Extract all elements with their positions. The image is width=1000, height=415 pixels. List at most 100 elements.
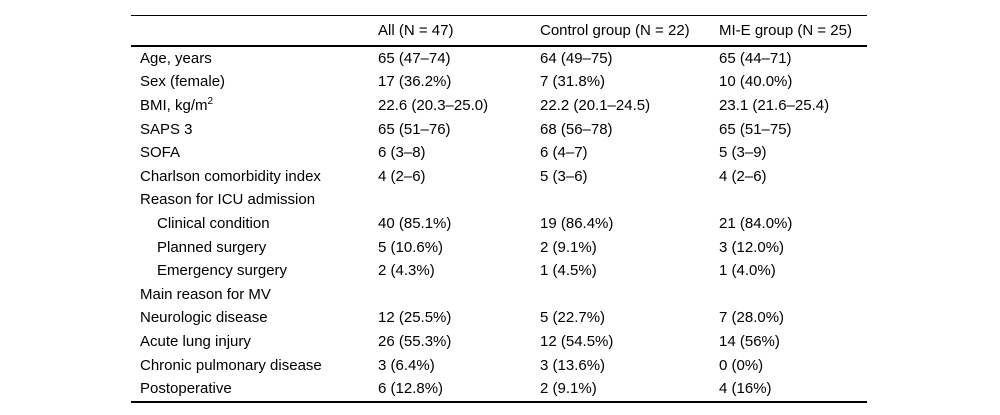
cell-control: 7 (31.8%): [540, 73, 606, 91]
table-body: Age, years 65 (47–74) 64 (49–75) 65 (44–…: [131, 46, 867, 403]
row-label: Main reason for MV: [131, 283, 378, 307]
cell-mie: 4 (16%): [719, 377, 867, 403]
cell-mie: 10 (40.0%): [719, 73, 793, 91]
cell-mie: 4 (2–6): [719, 167, 767, 185]
cell-all: 22.6 (20.3–25.0): [378, 96, 489, 114]
row-label-text: Main reason for MV: [140, 285, 271, 303]
header-all-group: All (N = 47): [378, 15, 540, 47]
cell-mie: 21 (84.0%): [719, 214, 793, 232]
row-label-text: SAPS 3: [140, 120, 193, 138]
row-label: Reason for ICU admission: [131, 189, 378, 213]
row-label-text: Chronic pulmonary disease: [140, 356, 322, 374]
cell-mie: [719, 283, 867, 307]
table-row: Charlson comorbidity index 4 (2–6) 5 (3–…: [131, 165, 867, 189]
cell-mie: 65 (44–71): [719, 49, 792, 67]
patient-characteristics-table: All (N = 47) Control group (N = 22) MI-E…: [131, 15, 867, 403]
cell-mie: 3 (12.0%): [719, 238, 785, 256]
row-label: Postoperative: [131, 377, 378, 403]
table-row: Age, years 65 (47–74) 64 (49–75) 65 (44–…: [131, 46, 867, 71]
cell-control: 2 (9.1%): [540, 377, 719, 403]
cell-control: 22.2 (20.1–24.5): [540, 96, 651, 114]
table-row: Planned surgery 5 (10.6%) 2 (9.1%) 3 (12…: [131, 236, 867, 260]
row-label-text: Postoperative: [140, 380, 232, 398]
row-label: Sex (female): [131, 71, 378, 95]
cell-all: [378, 189, 540, 213]
header-empty-cell: [131, 15, 378, 47]
cell-mie: 5 (3–9): [719, 144, 767, 162]
table-row: SAPS 3 65 (51–76) 68 (56–78) 65 (51–75): [131, 118, 867, 142]
row-label-text: Clinical condition: [157, 214, 270, 232]
row-label: Charlson comorbidity index: [131, 165, 378, 189]
cell-all: 6 (12.8%): [378, 377, 540, 403]
cell-control: 12 (54.5%): [540, 332, 614, 350]
table-row: Main reason for MV: [131, 283, 867, 307]
table-row: Chronic pulmonary disease 3 (6.4%) 3 (13…: [131, 354, 867, 378]
cell-control: 5 (3–6): [540, 167, 588, 185]
cell-all: 6 (3–8): [378, 144, 426, 162]
cell-mie: 0 (0%): [719, 356, 764, 374]
cell-mie: 1 (4.0%): [719, 262, 776, 280]
row-label: Age, years: [131, 46, 378, 71]
row-label-text: Charlson comorbidity index: [140, 167, 321, 185]
cell-all: 12 (25.5%): [378, 309, 452, 327]
cell-control: 5 (22.7%): [540, 309, 606, 327]
table-row: Postoperative 6 (12.8%) 2 (9.1%) 4 (16%): [131, 377, 867, 403]
cell-all: 65 (47–74): [378, 49, 451, 67]
table-row: Sex (female) 17 (36.2%) 7 (31.8%) 10 (40…: [131, 71, 867, 95]
table-row: Acute lung injury 26 (55.3%) 12 (54.5%) …: [131, 330, 867, 354]
label-superscript: 2: [207, 95, 214, 107]
cell-control: 3 (13.6%): [540, 356, 606, 374]
cell-all: [378, 283, 540, 307]
row-label-text: Sex (female): [140, 73, 226, 91]
cell-control: 19 (86.4%): [540, 214, 614, 232]
cell-all: 65 (51–76): [378, 120, 451, 138]
table-row: Clinical condition 40 (85.1%) 19 (86.4%)…: [131, 212, 867, 236]
header-control-group: Control group (N = 22): [540, 15, 719, 47]
row-label: Planned surgery: [131, 236, 378, 260]
cell-mie: 23.1 (21.6–25.4): [719, 96, 830, 114]
row-label-text: Neurologic disease: [140, 309, 268, 327]
row-label: BMI, kg/m2: [131, 94, 378, 118]
header-row: All (N = 47) Control group (N = 22) MI-E…: [131, 15, 867, 47]
cell-mie: 65 (51–75): [719, 120, 792, 138]
cell-all: 4 (2–6): [378, 167, 426, 185]
row-label: Acute lung injury: [131, 330, 378, 354]
table-row: Reason for ICU admission: [131, 189, 867, 213]
cell-all: 3 (6.4%): [378, 356, 435, 374]
cell-all: 40 (85.1%): [378, 214, 452, 232]
row-label-text: SOFA: [140, 144, 181, 162]
row-label: Chronic pulmonary disease: [131, 354, 378, 378]
cell-all: 17 (36.2%): [378, 73, 452, 91]
cell-mie: 7 (28.0%): [719, 309, 785, 327]
row-label: SAPS 3: [131, 118, 378, 142]
table-row: BMI, kg/m2 22.6 (20.3–25.0) 22.2 (20.1–2…: [131, 94, 867, 118]
patient-characteristics-table-wrap: All (N = 47) Control group (N = 22) MI-E…: [131, 15, 867, 403]
cell-mie: 14 (56%): [719, 332, 780, 350]
table-row: Emergency surgery 2 (4.3%) 1 (4.5%) 1 (4…: [131, 259, 867, 283]
cell-control: 6 (4–7): [540, 144, 588, 162]
row-label: Neurologic disease: [131, 307, 378, 331]
row-label-text: BMI, kg/m: [140, 96, 208, 114]
table-row: Neurologic disease 12 (25.5%) 5 (22.7%) …: [131, 307, 867, 331]
cell-all: 26 (55.3%): [378, 332, 452, 350]
table-header: All (N = 47) Control group (N = 22) MI-E…: [131, 15, 867, 47]
cell-all: 5 (10.6%): [378, 238, 444, 256]
cell-control: [540, 189, 719, 213]
row-label: Emergency surgery: [131, 259, 378, 283]
cell-all: 2 (4.3%): [378, 262, 435, 280]
table-row: SOFA 6 (3–8) 6 (4–7) 5 (3–9): [131, 141, 867, 165]
cell-mie: [719, 189, 867, 213]
row-label-text: Planned surgery: [157, 238, 267, 256]
row-label: SOFA: [131, 141, 378, 165]
row-label-text: Reason for ICU admission: [140, 191, 316, 209]
row-label: Clinical condition: [131, 212, 378, 236]
header-mie-group: MI-E group (N = 25): [719, 15, 867, 47]
cell-control: 2 (9.1%): [540, 238, 597, 256]
cell-control: 1 (4.5%): [540, 262, 597, 280]
cell-control: 64 (49–75): [540, 49, 613, 67]
row-label-text: Emergency surgery: [157, 262, 288, 280]
row-label-text: Acute lung injury: [140, 332, 251, 350]
cell-control: 68 (56–78): [540, 120, 613, 138]
cell-control: [540, 283, 719, 307]
row-label-text: Age, years: [140, 49, 212, 67]
